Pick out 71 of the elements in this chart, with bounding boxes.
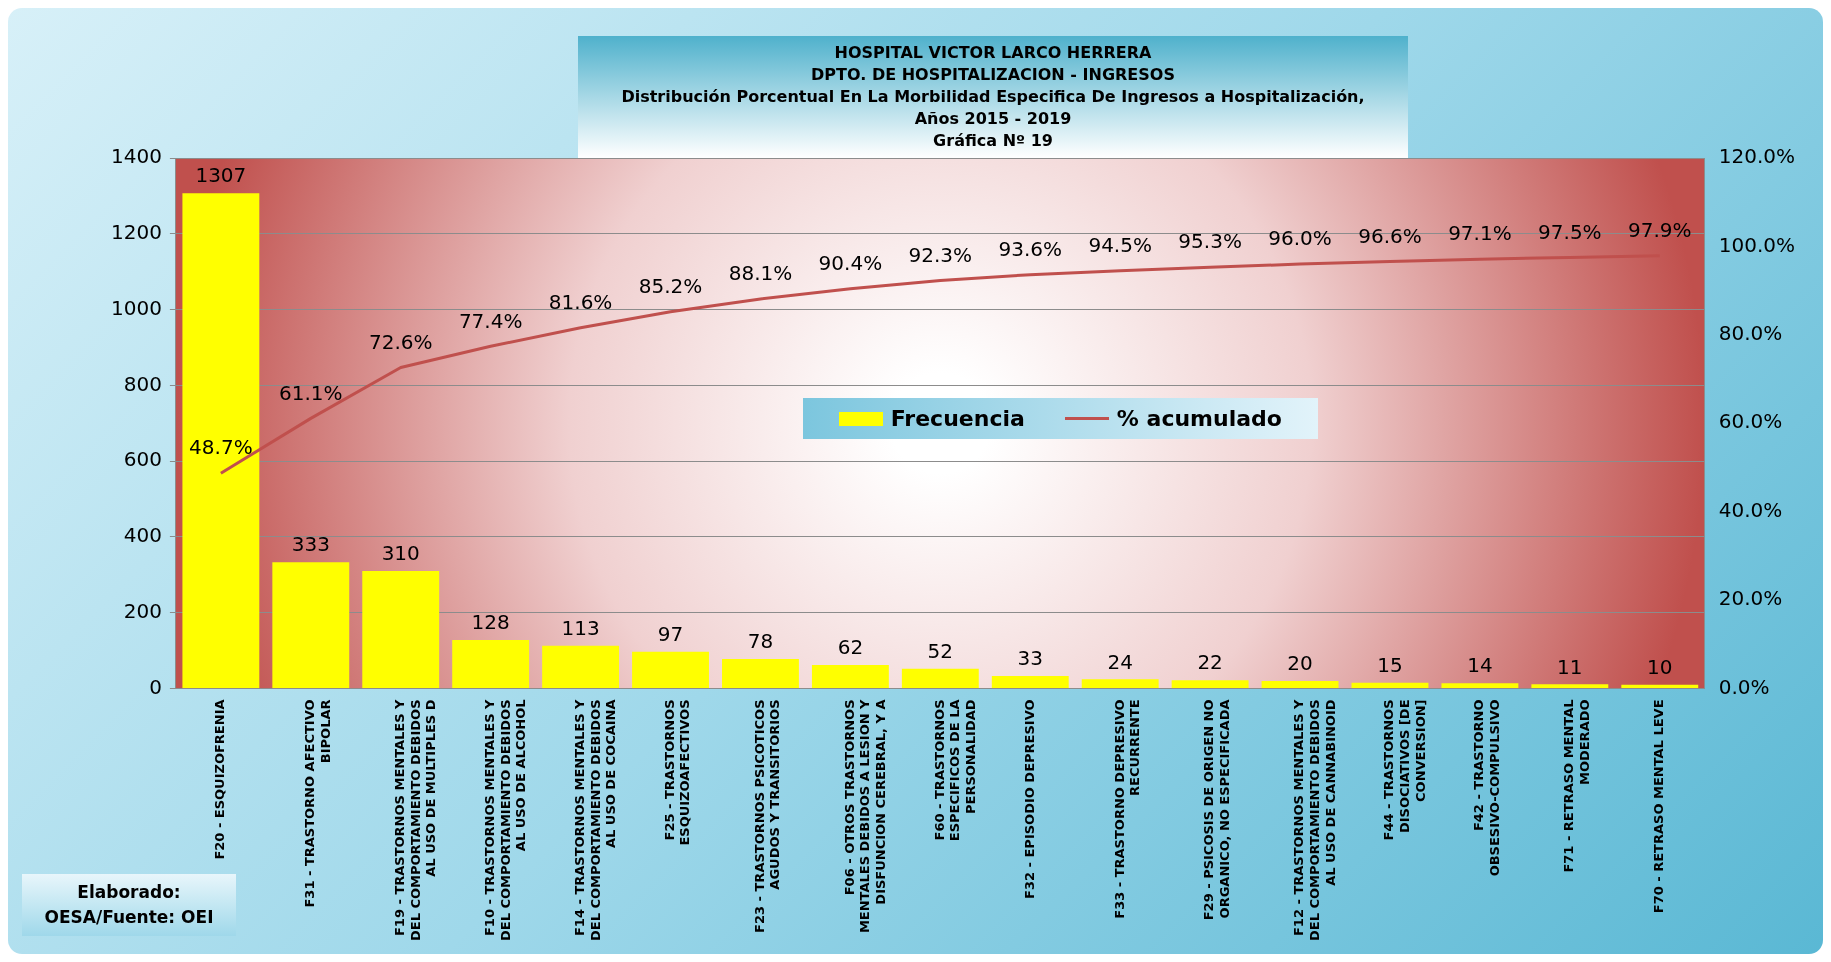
data-label: 96.0% <box>1268 226 1332 251</box>
data-label: 24 <box>1107 649 1133 674</box>
x-tick-label: F19 - TRASTORNOS MENTALES Y DEL COMPORTAMIENTO DEBIDOS AL USO DE MULTIPLES D <box>392 698 439 942</box>
data-label: 333 <box>291 532 330 557</box>
data-label: 97.1% <box>1448 221 1512 246</box>
y-tick-label: 1400 <box>110 144 162 169</box>
data-label: 97.9% <box>1628 217 1692 242</box>
data-label: 85.2% <box>638 274 703 299</box>
y-tick-label: 600 <box>123 447 162 472</box>
data-label: 94.5% <box>1088 232 1152 257</box>
y-tick-label: 400 <box>123 523 162 548</box>
x-tick-label: F60 - TRASTORNOS ESPECIFICOS DE LA PERSONALIDAD <box>931 699 978 842</box>
y-tick-label: 800 <box>123 371 162 396</box>
y2-tick-label: 80.0% <box>1718 321 1783 346</box>
data-label: 77.4% <box>458 308 523 333</box>
chart-subtitle: DPTO. DE HOSPITALIZACION - INGRESOS Distribución Porcentual En La Morbilidad Especifica De Ingresos a Hospitalización, Años 2015 - 2019 Gráfica Nº 19 <box>620 64 1366 152</box>
y2-tick-label: 120.0% <box>1718 144 1796 169</box>
x-tick-label: F12 - TRASTORNOS MENTALES Y DEL COMPORTAMIENTO DEBIDOS AL USO DE CANNABINOID <box>1291 698 1338 942</box>
data-label: 92.3% <box>908 242 973 267</box>
data-label: 128 <box>471 610 510 635</box>
data-label: 310 <box>381 541 420 566</box>
data-label: 93.6% <box>998 236 1063 261</box>
data-label: 95.3% <box>1178 229 1242 254</box>
data-label: 62 <box>837 635 864 660</box>
data-label: 15 <box>1377 652 1403 677</box>
data-label: 14 <box>1467 653 1493 678</box>
y2-tick-label: 0.0% <box>1718 674 1770 699</box>
x-tick-label: F14 - TRASTORNOS MENTALES Y DEL COMPORTAMIENTO DEBIDOS AL USO DE COCAINA <box>571 698 619 942</box>
data-label: 61.1% <box>279 380 343 405</box>
y2-tick-label: 60.0% <box>1718 409 1783 434</box>
y2-tick-label: 100.0% <box>1718 232 1796 257</box>
data-label: 72.6% <box>368 329 433 354</box>
y-tick-label: 1200 <box>110 219 162 244</box>
chart-title: HOSPITAL VICTOR LARCO HERRERA <box>833 42 1153 64</box>
data-label: 90.4% <box>818 251 883 276</box>
data-label: 1307 <box>195 163 247 188</box>
x-tick-label: F71 - RETRASO MENTAL MODERADO <box>1561 699 1592 873</box>
x-tick-label: F29 - PSICOSIS DE ORIGEN NO ORGANICO, NO ESPECIFICADA <box>1201 699 1233 921</box>
x-tick-label: F25 - TRASTORNOS ESQUIZOAFECTIVOS <box>661 699 693 846</box>
data-label: 20 <box>1287 651 1313 676</box>
data-label: 22 <box>1197 650 1223 675</box>
x-tick-label: F32 - EPISODIO DEPRESIVO <box>1021 699 1037 899</box>
data-label: 88.1% <box>728 261 793 286</box>
legend-label: % acumulado <box>1116 406 1282 432</box>
data-label: 81.6% <box>548 289 613 314</box>
x-tick-label: F33 - TRASTORNO DEPRESIVO RECURRENTE <box>1111 699 1143 919</box>
data-label: 33 <box>1017 646 1043 671</box>
y-tick-label: 1000 <box>110 295 162 320</box>
data-label: 78 <box>747 629 774 654</box>
x-tick-label: F44 - TRASTORNOS DISOCIATIVOS [DE CONVERSION] <box>1381 699 1428 841</box>
x-tick-label: F31 - TRASTORNO AFECTIVO BIPOLAR <box>302 699 333 908</box>
data-label: 48.7% <box>189 435 253 460</box>
x-tick-label: F70 - RETRASO MENTAL LEVE <box>1651 699 1667 914</box>
x-tick-label: F23 - TRASTORNOS PSICOTICOS AGUDOS Y TRANSITORIOS <box>751 699 783 933</box>
x-tick-label: F10 - TRASTORNOS MENTALES Y DEL COMPORTAMIENTO DEBIDOS AL USO DE ALCOHOL <box>482 698 529 942</box>
data-label: 96.6% <box>1358 223 1422 248</box>
legend-label: Frecuencia <box>890 406 1025 432</box>
y2-tick-label: 40.0% <box>1718 497 1783 522</box>
data-label: 97 <box>657 621 684 646</box>
data-label: 11 <box>1557 654 1583 679</box>
y-tick-label: 0 <box>149 674 162 699</box>
x-tick-label: F06 - OTROS TRASTORNOS MENTALES DEBIDOS A LESION Y DISFUNCION CEREBRAL, Y A <box>841 698 888 934</box>
data-label: 97.5% <box>1538 219 1602 244</box>
text: Elaborado: OESA/Fuente: OEI <box>22 874 236 936</box>
data-label: 52 <box>927 638 954 663</box>
y2-tick-label: 20.0% <box>1718 586 1783 611</box>
y-tick-label: 200 <box>123 598 162 623</box>
x-tick-label: F42 - TRASTORNO OBSESIVO-COMPULSIVO <box>1471 699 1502 877</box>
data-label: 113 <box>561 615 600 640</box>
data-label: 10 <box>1647 654 1673 679</box>
x-tick-label: F20 - ESQUIZOFRENIA <box>212 699 228 860</box>
